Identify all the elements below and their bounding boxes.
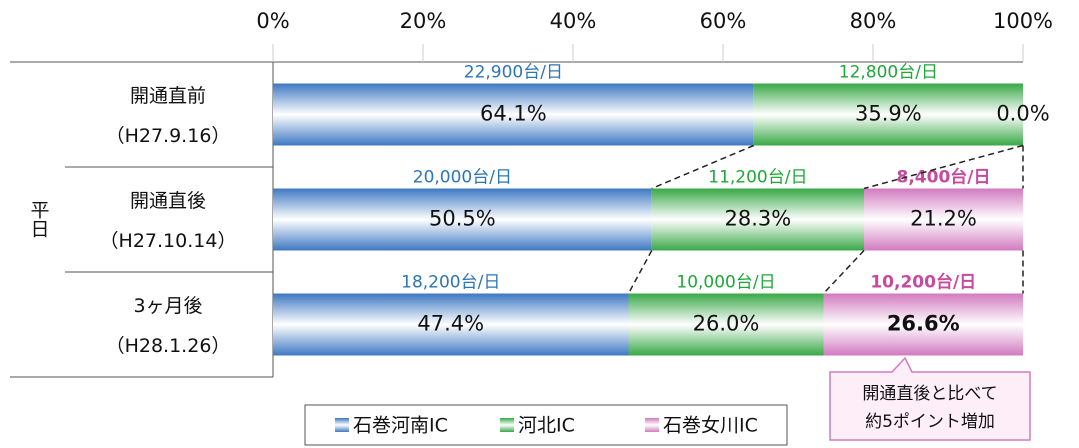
volume-label: 11,200台/日 [708,168,807,188]
legend-box [304,404,788,446]
value-label: 26.6% [887,312,960,336]
callout-text: 開通直後と比べて [862,384,997,404]
x-tick-label: 60% [700,9,747,33]
value-label: 28.3% [725,207,792,231]
connector [627,250,653,294]
bar-segment [273,293,629,356]
x-tick-label: 0% [256,9,289,33]
legend-label: 石巻女川IC [663,415,758,437]
x-tick-label: 100% [993,9,1053,33]
value-label: 21.2% [910,207,977,231]
value-label: 64.1% [480,102,547,126]
volume-label: 20,000台/日 [413,168,512,188]
category-date: （H28.1.26） [106,335,231,357]
category-label: 開通直後 [130,190,206,212]
volume-label: 8,400台/日 [897,167,991,188]
legend-label: 河北IC [518,415,575,437]
volume-label: 10,200台/日 [870,272,976,293]
legend-swatch [335,418,349,432]
x-tick-label: 40% [550,9,597,33]
bar-segment [753,83,1023,146]
value-label: 35.9% [855,102,922,126]
category-label: 3ヶ月後 [133,295,202,317]
category-label: 開通直前 [130,85,206,107]
x-tick-label: 80% [850,9,897,33]
legend-label: 石巻河南IC [353,415,448,437]
x-tick-label: 20% [400,9,447,33]
bar-segment [273,188,652,251]
volume-label: 12,800台/日 [839,63,938,83]
bar-segment [864,188,1023,251]
bar-segment [823,293,1023,356]
row-group-label: 平日 [28,200,50,238]
bar-segment [273,83,754,146]
volume-label: 10,000台/日 [676,273,775,293]
value-label: 50.5% [429,207,496,231]
connector [863,144,1024,190]
callout-text: 約5ポイント増加 [865,412,995,432]
value-label: 47.4% [417,312,484,336]
legend-swatch [500,418,514,432]
category-date: （H27.10.14） [100,230,237,252]
value-label: 26.0% [693,312,760,336]
legend-swatch [645,418,659,432]
bar-segment [628,293,824,356]
volume-label: 18,200台/日 [401,273,500,293]
volume-label: 22,900台/日 [464,63,563,83]
callout [829,356,1031,441]
connector [651,144,755,190]
value-label: 0.0% [996,102,1049,126]
category-date: （H27.9.16） [106,125,231,147]
connector [822,249,865,295]
bar-segment [651,188,864,251]
